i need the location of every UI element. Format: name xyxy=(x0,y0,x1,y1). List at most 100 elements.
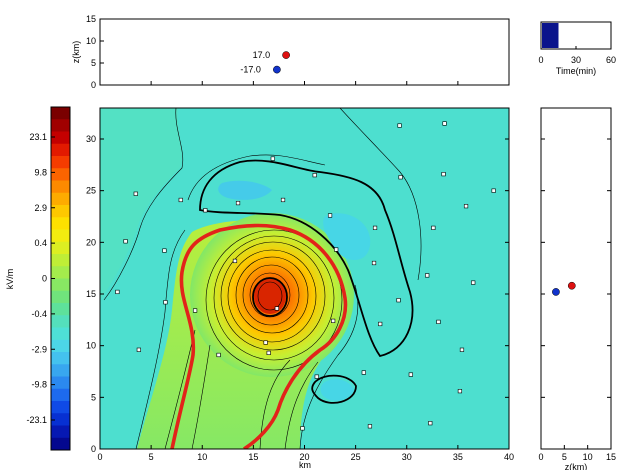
x-panel-point xyxy=(567,281,576,290)
colorbar-cell xyxy=(51,364,70,377)
colorbar-cell xyxy=(51,131,70,145)
colorbar-tick-label: 0 xyxy=(42,274,47,284)
station-marker xyxy=(463,204,469,209)
colorbar-cell xyxy=(51,107,70,120)
colorbar-tick-label: 9.8 xyxy=(34,167,47,177)
station-marker xyxy=(398,175,403,180)
colorbar-cell xyxy=(51,143,70,157)
station-marker xyxy=(123,239,128,244)
colorbar-tick-label: 23.1 xyxy=(29,132,47,142)
colorbar-tick-label: -2.9 xyxy=(31,344,47,354)
station-marker xyxy=(436,319,441,325)
z-panel-ylabel: z(km) xyxy=(71,41,81,64)
colorbar-cell xyxy=(51,266,70,279)
main-map-xlabel: km xyxy=(299,460,311,470)
colorbar-cell xyxy=(51,180,70,194)
x-panel-points xyxy=(552,281,576,296)
z-panel: 0 5 10 15 z(km) 17.0 -17.0 xyxy=(71,14,510,90)
x-panel-ticks: 0 5 10 15 xyxy=(538,138,616,462)
main-xtick-label: 40 xyxy=(504,452,514,462)
x-panel-frame xyxy=(540,107,612,450)
main-xtick-label: 5 xyxy=(149,452,154,462)
colorbar-cell xyxy=(51,241,70,255)
colorbar-cell xyxy=(51,315,70,328)
colorbar-cell xyxy=(51,303,70,316)
station-marker xyxy=(162,248,167,253)
station-marker xyxy=(235,200,241,206)
station-marker xyxy=(457,389,463,394)
x-panel-point xyxy=(552,288,560,296)
main-ytick-label: 10 xyxy=(86,341,96,351)
outer-contours xyxy=(103,108,422,449)
x-panel-tick-label: 5 xyxy=(562,452,567,462)
station-marker xyxy=(203,208,208,213)
station-marker xyxy=(314,374,319,379)
time-panel: 0 30 60 Time(min) xyxy=(538,21,616,76)
main-ytick-label: 15 xyxy=(86,289,96,299)
z-tick-label: 5 xyxy=(91,58,96,68)
x-panel-tick-label: 0 xyxy=(538,452,543,462)
station-marker xyxy=(133,191,138,196)
colorbar-cell xyxy=(51,254,70,267)
main-xtick-label: 25 xyxy=(351,452,361,462)
colorbar-cell xyxy=(51,156,70,169)
colorbar-cell xyxy=(51,339,70,353)
colorbar-cell xyxy=(51,205,70,218)
station-marker xyxy=(178,197,183,203)
z-point-label: -17.0 xyxy=(240,65,261,75)
x-panel: 0 5 10 15 z(km) xyxy=(538,107,616,470)
station-marker xyxy=(136,347,141,352)
station-marker xyxy=(300,426,305,431)
station-marker xyxy=(115,289,120,295)
main-ytick-label: 20 xyxy=(86,237,96,247)
colorbar-cell xyxy=(51,327,70,341)
station-marker xyxy=(442,121,447,126)
main-ytick-label: 30 xyxy=(86,134,96,144)
station-marker xyxy=(192,308,198,313)
station-marker xyxy=(441,172,446,177)
station-marker xyxy=(378,321,383,327)
station-marker xyxy=(232,258,238,264)
station-marker xyxy=(274,306,279,311)
station-marker xyxy=(491,188,496,193)
main-xtick-label: 20 xyxy=(299,452,309,462)
colorbar-cell xyxy=(51,290,70,304)
main-ytick-label: 5 xyxy=(91,392,96,402)
station-marker xyxy=(216,352,221,358)
colorbar-label: kV/m xyxy=(5,269,15,290)
z-tick-label: 0 xyxy=(91,80,96,90)
station-marker xyxy=(266,350,271,356)
station-marker xyxy=(431,225,436,230)
colorbar-tick-label: 2.9 xyxy=(34,203,47,213)
positive-contours xyxy=(205,229,343,371)
station-marker xyxy=(334,247,339,252)
negative-top-fill xyxy=(218,180,272,200)
negative-small-fill xyxy=(320,379,354,401)
z-tick-label: 10 xyxy=(86,36,96,46)
station-marker xyxy=(428,421,433,426)
x-panel-xlabel: z(km) xyxy=(565,462,588,470)
main-xtick-label: 35 xyxy=(453,452,463,462)
colorbar-cell xyxy=(51,352,70,365)
colorbar-cell xyxy=(51,229,70,243)
time-tick-label: 30 xyxy=(571,55,581,65)
station-marker xyxy=(371,260,377,266)
main-xtick-label: 15 xyxy=(248,452,258,462)
positive-peak-fill xyxy=(254,278,286,314)
main-map-ticks: 0 5 10 15 20 25 30 35 40 0 5 10 15 20 25 30 xyxy=(86,134,514,462)
colorbar-tick-label: -0.4 xyxy=(31,309,47,319)
station-marker xyxy=(280,197,286,203)
colorbar-tick-label: -23.1 xyxy=(26,415,47,425)
x-panel-tick-label: 10 xyxy=(583,452,593,462)
colorbar-cell xyxy=(51,168,70,181)
station-marker xyxy=(372,225,378,230)
colorbar-cell xyxy=(51,437,70,451)
main-ytick-label: 0 xyxy=(91,444,96,454)
colorbar-cell xyxy=(51,192,70,206)
colorbar-cell xyxy=(51,425,70,439)
x-panel-tick-label: 15 xyxy=(606,452,616,462)
z-panel-points: 17.0 -17.0 xyxy=(240,50,290,75)
colorbar-cell xyxy=(51,388,70,402)
station-marker xyxy=(270,156,275,161)
station-marker xyxy=(331,318,336,323)
